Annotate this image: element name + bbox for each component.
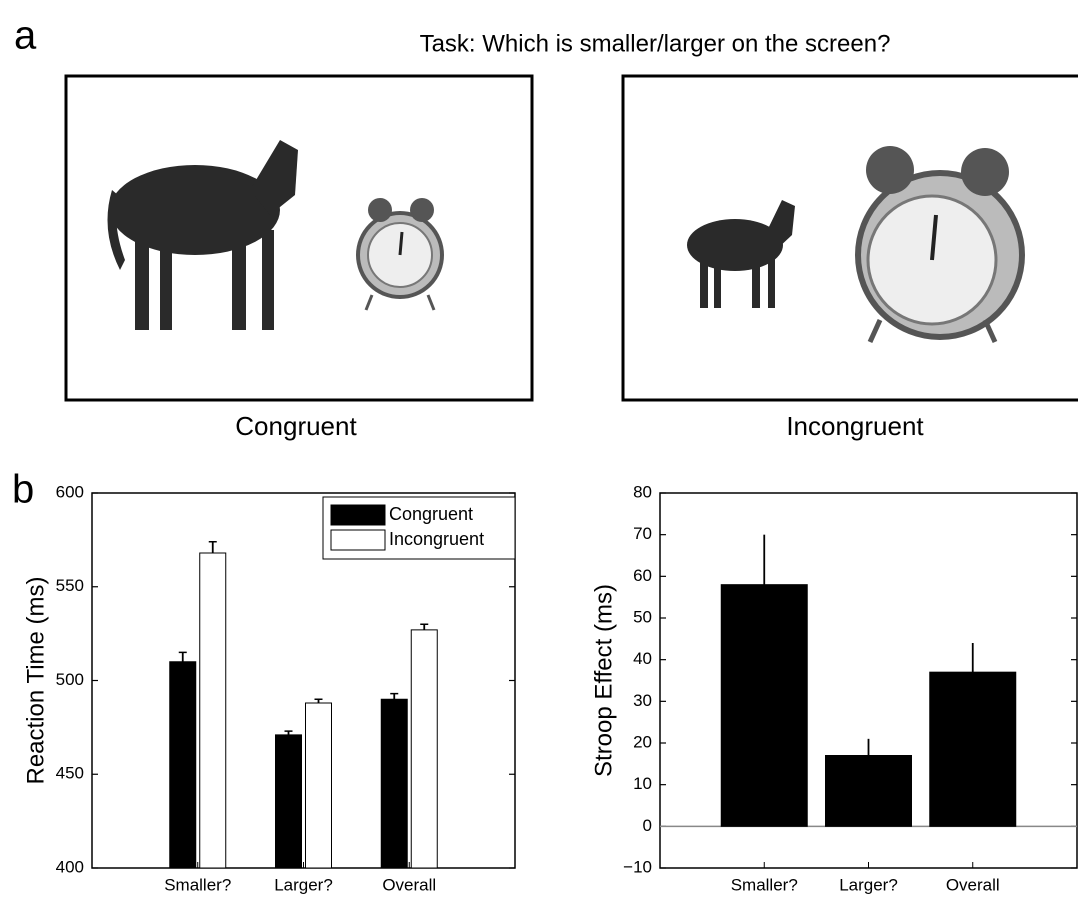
bar — [825, 755, 912, 827]
x-tick-label: Smaller? — [164, 875, 231, 894]
task-title: Task: Which is smaller/larger on the scr… — [420, 30, 891, 57]
x-tick-label: Larger? — [274, 875, 333, 894]
bar — [275, 734, 302, 869]
legend-label: Congruent — [389, 504, 473, 524]
bar — [929, 671, 1017, 827]
horse-image — [107, 140, 298, 330]
y-tick-label: 500 — [56, 670, 84, 689]
y-tick-label: 40 — [633, 649, 652, 668]
y-tick-label: 0 — [643, 816, 652, 835]
horse-image — [687, 200, 795, 308]
x-tick-label: Larger? — [839, 875, 898, 894]
stimulus-caption: Congruent — [235, 411, 357, 441]
clock-image — [356, 198, 444, 311]
x-tick-label: Overall — [382, 875, 436, 894]
legend-swatch — [330, 504, 386, 526]
x-tick-label: Smaller? — [731, 875, 798, 894]
y-tick-label: 60 — [633, 566, 652, 585]
y-tick-label: −10 — [623, 857, 652, 876]
clock-image — [855, 146, 1025, 344]
y-tick-label: 30 — [633, 691, 652, 710]
bar — [305, 702, 332, 869]
bar — [380, 698, 408, 869]
y-tick-label: 550 — [56, 576, 84, 595]
stimulus-caption: Incongruent — [786, 411, 924, 441]
y-tick-label: 600 — [56, 482, 84, 501]
y-tick-label: 10 — [633, 774, 652, 793]
panel-label: a — [14, 14, 37, 58]
bar — [169, 661, 197, 869]
y-tick-label: 450 — [56, 764, 84, 783]
bar — [720, 584, 808, 827]
y-tick-label: 20 — [633, 732, 652, 751]
legend-swatch — [330, 529, 386, 551]
x-tick-label: Overall — [946, 875, 1000, 894]
y-tick-label: 50 — [633, 607, 652, 626]
y-axis-label: Reaction Time (ms) — [22, 576, 49, 784]
y-tick-label: 400 — [56, 857, 84, 876]
panel-label: b — [12, 468, 34, 512]
legend-label: Incongruent — [389, 529, 484, 549]
bar — [410, 629, 438, 869]
y-tick-label: 80 — [633, 482, 652, 501]
y-tick-label: 70 — [633, 524, 652, 543]
y-axis-label: Stroop Effect (ms) — [590, 584, 617, 777]
bar — [199, 552, 227, 869]
